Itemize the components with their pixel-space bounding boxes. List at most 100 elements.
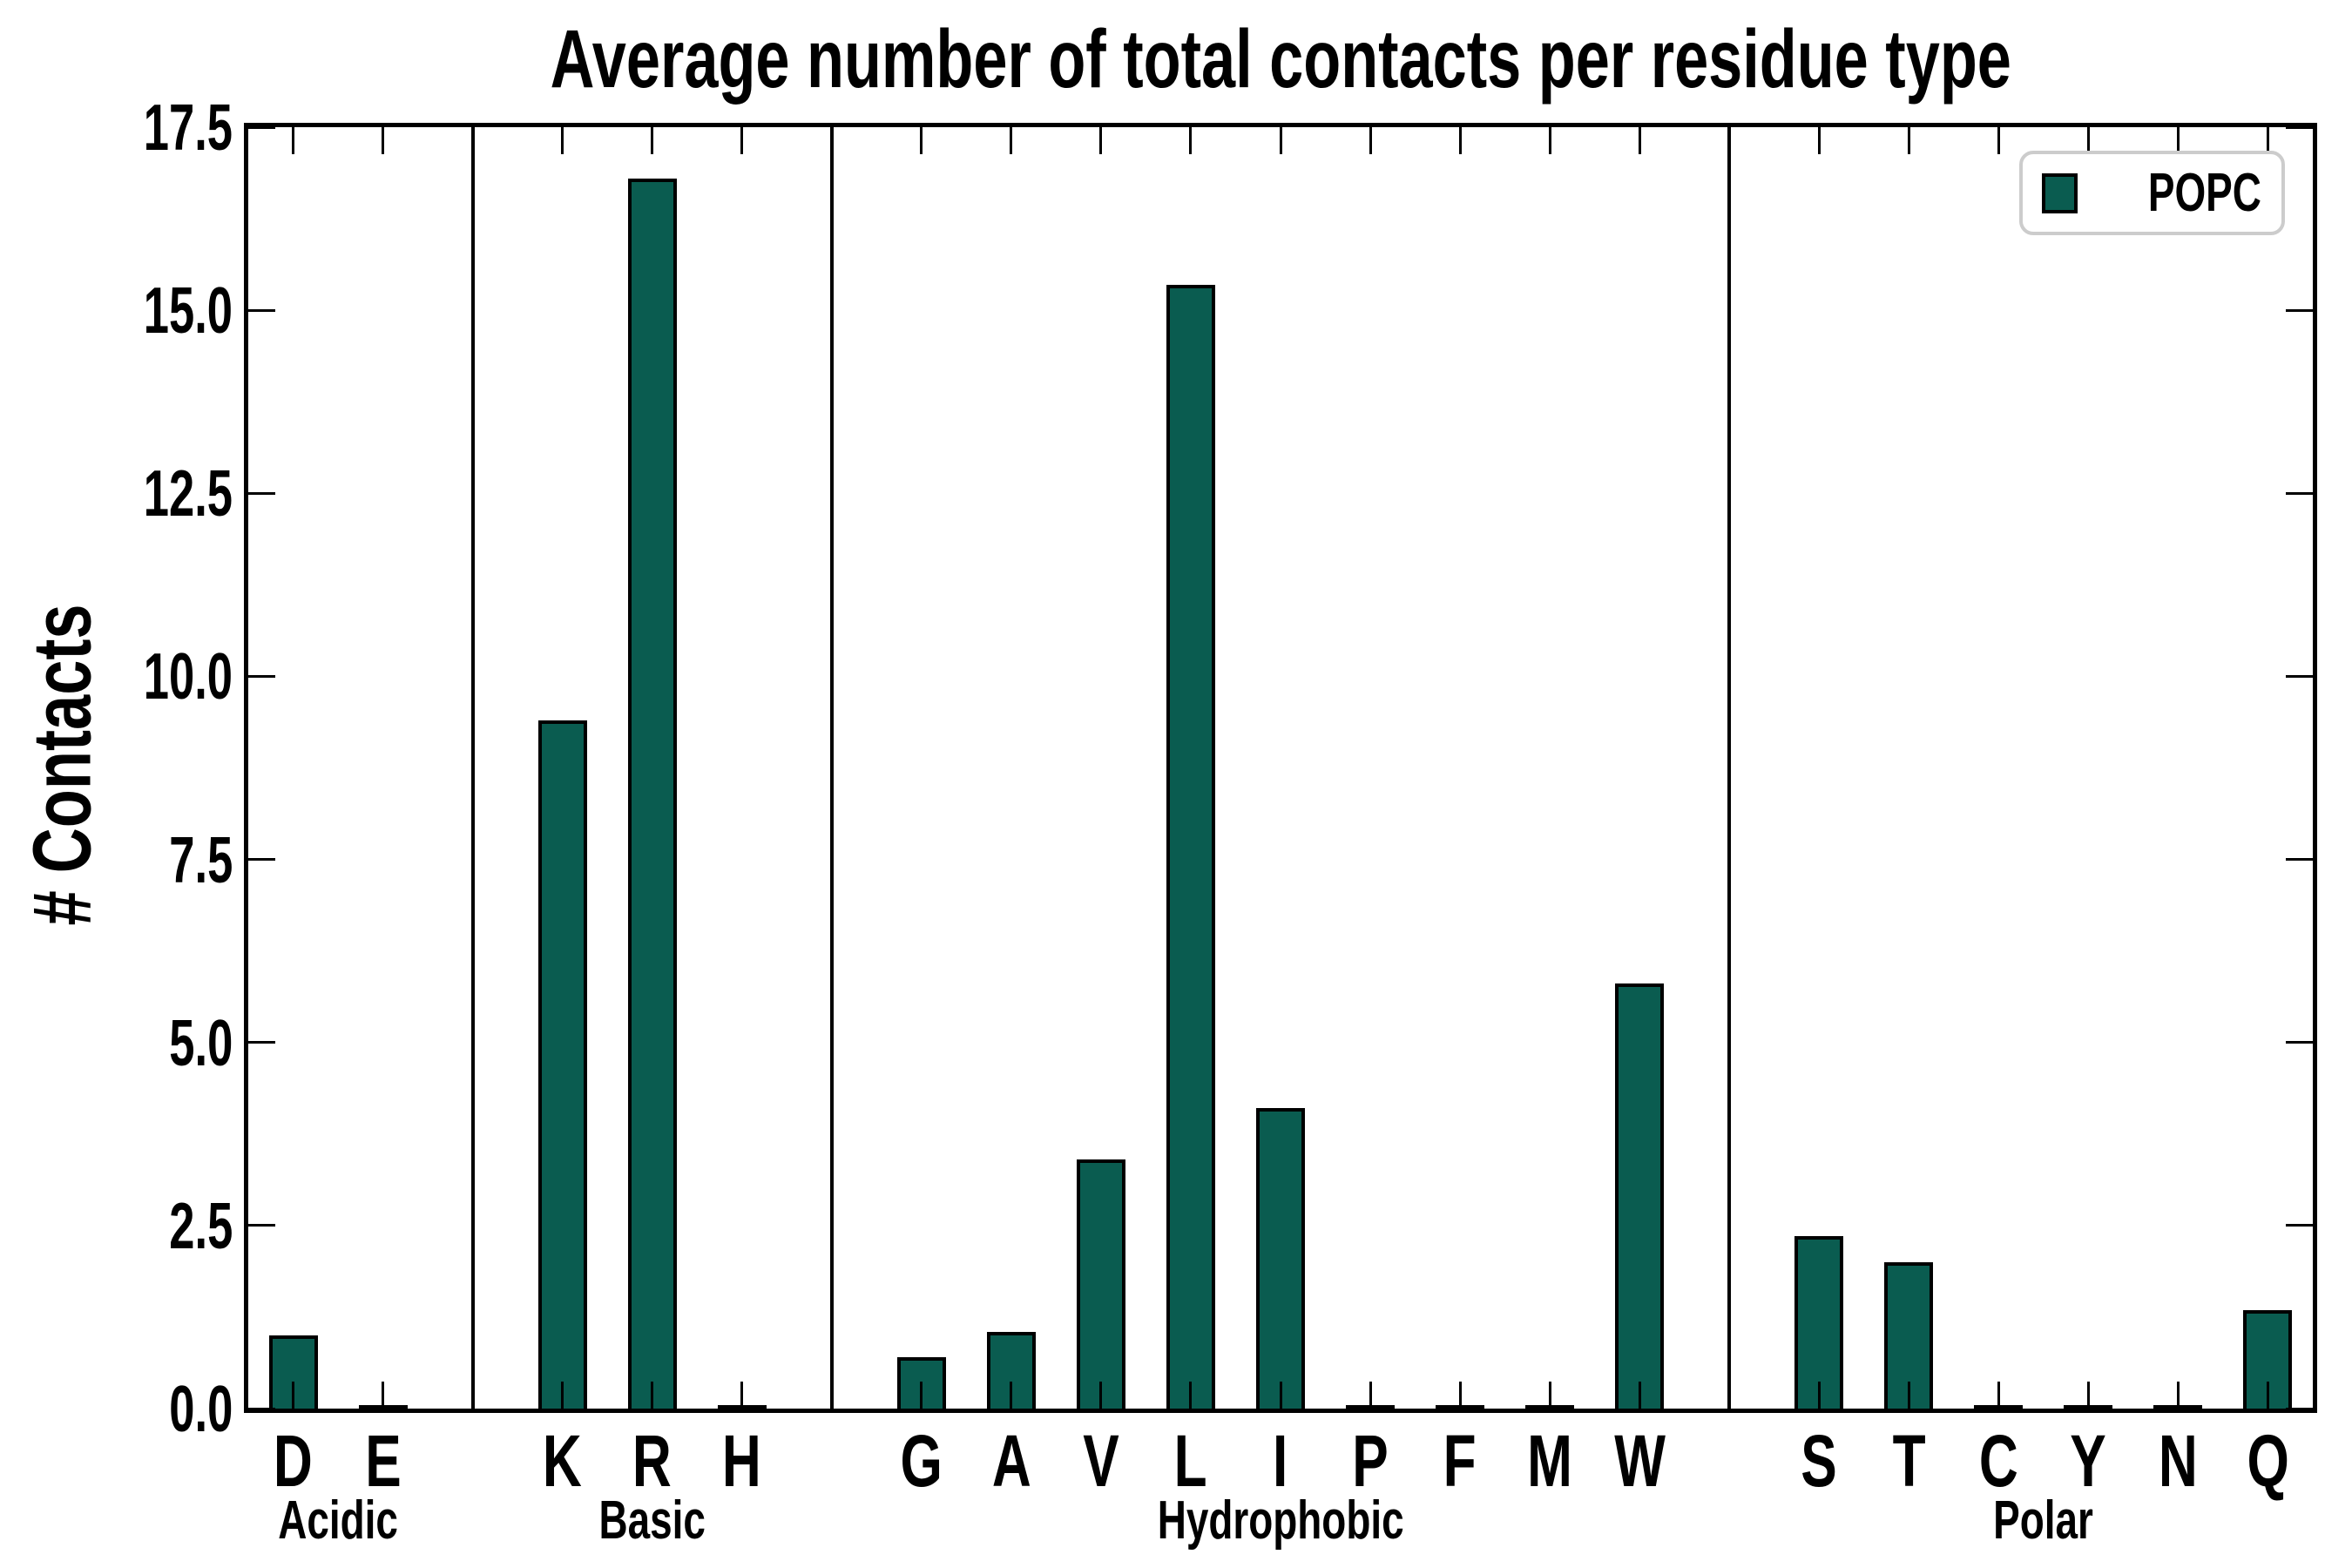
x-tick-label-text: F bbox=[1443, 1420, 1477, 1502]
x-tick-label-text: D bbox=[274, 1420, 313, 1502]
group-label-text: Basic bbox=[598, 1490, 706, 1551]
y-tick bbox=[2286, 674, 2313, 678]
x-tick bbox=[1099, 127, 1103, 154]
x-tick-label-text: K bbox=[543, 1420, 583, 1502]
y-tick bbox=[248, 1041, 275, 1044]
y-tick-label-12.5: 12.5 bbox=[6, 459, 233, 527]
y-tick-label-17.5: 17.5 bbox=[6, 93, 233, 161]
y-tick-label-15.0: 15.0 bbox=[6, 276, 233, 344]
x-tick bbox=[292, 127, 295, 154]
x-tick bbox=[561, 1382, 564, 1409]
x-tick bbox=[2176, 127, 2180, 154]
group-label-acidic: Acidic bbox=[112, 1493, 564, 1549]
group-label-polar: Polar bbox=[1817, 1493, 2270, 1549]
y-tick-label-5.0: 5.0 bbox=[6, 1009, 233, 1077]
y-tick bbox=[248, 491, 275, 495]
x-tick bbox=[1279, 1382, 1282, 1409]
x-tick bbox=[1099, 1382, 1103, 1409]
x-tick-label-text: S bbox=[1801, 1420, 1837, 1502]
x-tick-label-text: Y bbox=[2070, 1420, 2107, 1502]
x-tick-label-text: T bbox=[1892, 1420, 1926, 1502]
x-tick-label-text: H bbox=[722, 1420, 762, 1502]
x-tick bbox=[1548, 127, 1551, 154]
x-tick-label-L: L bbox=[1130, 1423, 1252, 1498]
x-tick bbox=[1369, 127, 1372, 154]
bar-V bbox=[1076, 1159, 1125, 1409]
x-tick bbox=[740, 127, 744, 154]
x-tick-label-text: P bbox=[1352, 1420, 1389, 1502]
x-tick-label-Q: Q bbox=[2207, 1423, 2328, 1498]
bar-S bbox=[1794, 1236, 1844, 1409]
x-tick bbox=[740, 1382, 744, 1409]
x-tick-label-C: C bbox=[1937, 1423, 2059, 1498]
x-tick bbox=[382, 127, 385, 154]
y-tick bbox=[2286, 1224, 2313, 1227]
bar-K bbox=[537, 720, 587, 1409]
x-tick-label-Y: Y bbox=[2027, 1423, 2149, 1498]
chart-title-row: Average number of total contacts per res… bbox=[248, 16, 2313, 103]
x-tick bbox=[1548, 1382, 1551, 1409]
x-tick bbox=[2176, 1382, 2180, 1409]
x-tick bbox=[561, 127, 564, 154]
x-tick-label-text: I bbox=[1273, 1420, 1288, 1502]
group-label-hydrophobic: Hydrophobic bbox=[1054, 1493, 1507, 1549]
x-tick-label-K: K bbox=[502, 1423, 624, 1498]
group-label-basic: Basic bbox=[426, 1493, 879, 1549]
y-tick-label-10.0: 10.0 bbox=[6, 642, 233, 710]
y-tick bbox=[248, 308, 275, 312]
x-tick bbox=[1010, 127, 1013, 154]
x-tick bbox=[1907, 1382, 1910, 1409]
bar-L bbox=[1166, 284, 1215, 1409]
x-tick-label-text: W bbox=[1613, 1420, 1666, 1502]
y-tick-label-text: 5.0 bbox=[169, 1005, 233, 1079]
y-tick bbox=[2286, 1041, 2313, 1044]
x-tick bbox=[920, 1382, 923, 1409]
y-tick-label-7.5: 7.5 bbox=[6, 826, 233, 894]
bar-R bbox=[627, 178, 677, 1409]
x-tick bbox=[651, 127, 654, 154]
legend-label: POPC bbox=[2148, 162, 2262, 223]
x-tick bbox=[1638, 127, 1641, 154]
x-tick bbox=[1817, 127, 1821, 154]
x-tick-label-text: N bbox=[2158, 1420, 2198, 1502]
x-tick bbox=[1458, 1382, 1462, 1409]
y-tick-label-text: 17.5 bbox=[143, 91, 233, 164]
group-separator-line bbox=[1727, 127, 1732, 1409]
x-tick-label-text: E bbox=[364, 1420, 402, 1502]
x-tick-label-text: G bbox=[900, 1420, 943, 1502]
y-tick bbox=[248, 125, 275, 129]
x-tick-label-H: H bbox=[681, 1423, 803, 1498]
x-tick bbox=[1907, 127, 1910, 154]
x-tick bbox=[382, 1382, 385, 1409]
bar-D bbox=[268, 1335, 318, 1409]
x-tick-label-W: W bbox=[1578, 1423, 1700, 1498]
y-tick-label-text: 7.5 bbox=[169, 822, 233, 896]
y-tick bbox=[2286, 1407, 2313, 1410]
x-tick-label-text: L bbox=[1173, 1420, 1207, 1502]
bar-I bbox=[1256, 1108, 1305, 1409]
legend-swatch-popc bbox=[2042, 172, 2078, 213]
y-tick bbox=[248, 858, 275, 862]
chart-title: Average number of total contacts per res… bbox=[550, 13, 2011, 105]
x-tick bbox=[2086, 1382, 2090, 1409]
y-tick bbox=[2286, 308, 2313, 312]
group-label-text: Acidic bbox=[278, 1490, 398, 1551]
x-tick bbox=[2266, 127, 2269, 154]
x-tick-label-text: Q bbox=[2247, 1420, 2289, 1502]
x-tick bbox=[1997, 127, 2000, 154]
y-tick-label-text: 10.0 bbox=[143, 639, 233, 713]
x-tick bbox=[1189, 127, 1193, 154]
x-tick bbox=[1638, 1382, 1641, 1409]
legend: POPC bbox=[2019, 151, 2285, 235]
x-tick-label-M: M bbox=[1489, 1423, 1611, 1498]
y-tick-label-text: 12.5 bbox=[143, 456, 233, 531]
x-tick-label-N: N bbox=[2117, 1423, 2239, 1498]
y-tick-label-0.0: 0.0 bbox=[6, 1375, 233, 1443]
y-tick-label-text: 0.0 bbox=[169, 1372, 233, 1445]
x-tick-label-A: A bbox=[950, 1423, 1072, 1498]
y-tick-label-text: 15.0 bbox=[143, 274, 233, 348]
bar-W bbox=[1615, 983, 1665, 1409]
x-tick bbox=[2086, 127, 2090, 154]
x-tick-label-I: I bbox=[1220, 1423, 1342, 1498]
